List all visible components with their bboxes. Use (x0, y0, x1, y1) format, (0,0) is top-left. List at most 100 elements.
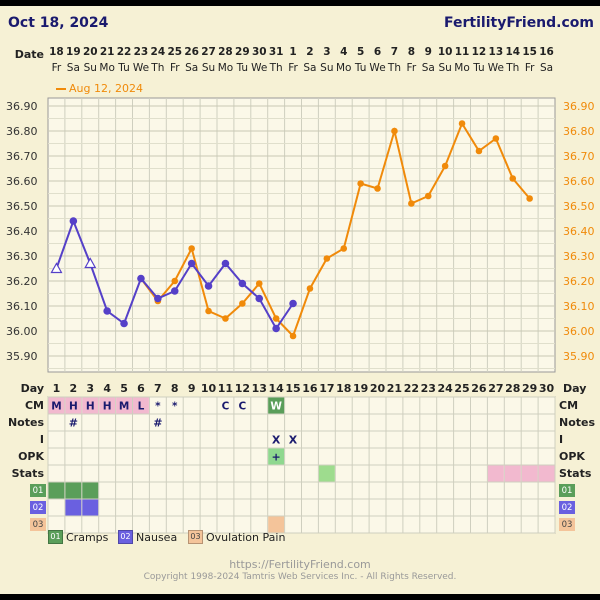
date-label: 23 (134, 46, 149, 58)
day-number: 1 (53, 382, 61, 395)
row-label-right: OPK (559, 450, 585, 463)
opk-cell (268, 448, 285, 465)
row-label-right: I (559, 433, 563, 446)
stats-cell-pink (538, 465, 555, 482)
chart-frame: Oct 18, 2024 FertilityFriend.com Date 18 F… (0, 6, 600, 594)
y-tick-right: 36.90 (563, 100, 595, 113)
date-label: 12 (472, 46, 487, 58)
row-code-box-left (30, 501, 46, 514)
data-point-aug12 (205, 307, 212, 315)
weekday-label: Fr (52, 62, 62, 74)
weekday-label: Sa (540, 62, 553, 74)
cramps-cell (48, 482, 65, 499)
weekday-label: Fr (288, 62, 298, 74)
y-tick-left: 35.90 (6, 350, 38, 363)
y-tick-right: 36.60 (563, 175, 595, 188)
row-label-right: Notes (559, 416, 595, 429)
weekday-label: Mo (99, 62, 114, 74)
y-tick-left: 36.60 (6, 175, 38, 188)
day-row-label-left: Day (21, 382, 44, 395)
y-tick-right: 36.20 (563, 275, 595, 288)
site-name[interactable]: FertilityFriend.com (444, 15, 594, 31)
date-label: 27 (201, 46, 216, 58)
day-number: 16 (302, 382, 318, 395)
notes-value: # (69, 417, 78, 430)
footer-url[interactable]: https://FertilityFriend.com (229, 558, 371, 571)
data-point-aug12 (272, 315, 280, 322)
weekday-label: Sa (303, 62, 316, 74)
weekday-label: Tu (354, 62, 366, 74)
data-point-open (50, 262, 63, 274)
date-label: 11 (455, 46, 470, 58)
day-number: 13 (252, 382, 267, 395)
weekday-label: We (488, 62, 504, 74)
data-point-aug12 (391, 127, 398, 135)
row-code-left: 03 (33, 520, 44, 530)
row-code-box-right (559, 518, 575, 531)
data-point-current (154, 294, 162, 303)
data-point-aug12 (306, 285, 314, 292)
cm-value: H (69, 401, 78, 413)
data-point-aug12 (509, 175, 517, 182)
cm-value: M (51, 401, 61, 413)
day-number: 30 (539, 382, 555, 395)
date-label: 30 (252, 46, 267, 58)
data-point-aug12 (357, 180, 364, 187)
data-point-aug12 (222, 315, 229, 322)
row-label-left: Notes (8, 416, 44, 429)
legend-cramps-swatch: 01 (48, 530, 63, 544)
series-swatch (56, 87, 66, 90)
row-code-right: 02 (562, 503, 573, 513)
weekday-label: We (133, 62, 149, 74)
data-point-current (289, 299, 297, 308)
data-point-aug12 (255, 280, 263, 287)
weekday-label: Su (320, 62, 333, 74)
data-point-current (204, 282, 213, 290)
bbt-chart: Date 18Fr19Sa20Su21Mo22Tu23We24Th25Fr26Sa… (6, 46, 595, 534)
footer-copyright: Copyright 1998-2024 Tamtris Web Services… (143, 572, 457, 582)
day-number: 23 (421, 382, 436, 395)
legend-ovulation-label: Ovulation Pain (206, 530, 286, 544)
date-label: 22 (117, 46, 132, 58)
row-code-box-left (30, 484, 46, 497)
weekday-label: Tu (472, 62, 484, 74)
data-point-open (84, 257, 97, 269)
cm-value: * (155, 401, 161, 413)
weekday-label: We (251, 62, 267, 74)
row-code-box-left (30, 518, 46, 531)
date-label: 6 (374, 46, 381, 58)
date-label: 26 (184, 46, 199, 58)
date-label: 10 (438, 46, 453, 58)
data-point-aug12 (458, 120, 466, 127)
day-number: 18 (336, 382, 351, 395)
nausea-cell (65, 499, 82, 516)
y-tick-right: 36.00 (563, 325, 595, 338)
data-point-aug12 (340, 245, 348, 252)
day-row-label-right: Day (563, 382, 586, 395)
day-number: 3 (86, 382, 94, 395)
date-label: 24 (151, 46, 166, 58)
day-number: 29 (522, 382, 537, 395)
cm-cell (99, 397, 116, 414)
data-point-aug12 (188, 245, 195, 252)
row-code-box-right (559, 501, 575, 514)
cm-cell (48, 397, 65, 414)
weekday-label: Tu (236, 62, 248, 74)
date-label: 19 (66, 46, 81, 58)
date-label: 5 (357, 46, 364, 58)
data-point-aug12 (171, 277, 179, 285)
cm-cell (268, 397, 285, 414)
date-label: 15 (522, 46, 537, 58)
day-number: 22 (404, 382, 419, 395)
stats-cell-pink (521, 465, 538, 482)
row-code-right: 01 (562, 486, 573, 496)
day-number: 21 (387, 382, 402, 395)
date-label: 7 (391, 46, 398, 58)
data-point-aug12 (424, 192, 432, 200)
date-row-label: Date (15, 48, 44, 61)
row-code-box-right (559, 484, 575, 497)
data-point-aug12 (239, 300, 246, 307)
weekday-label: Th (269, 62, 283, 74)
y-tick-left: 36.80 (6, 125, 38, 138)
cm-value: L (138, 401, 145, 413)
